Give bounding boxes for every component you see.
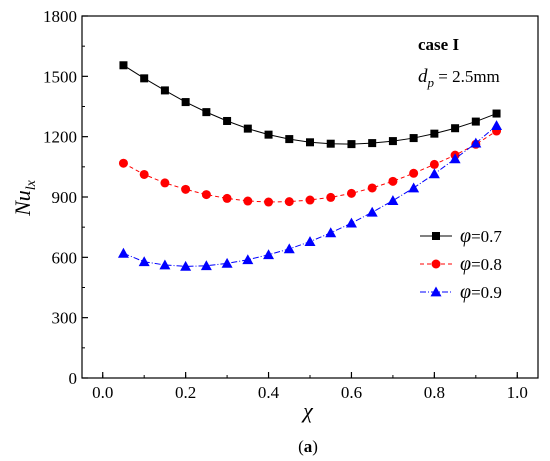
- legend-label: φ=0.7: [460, 225, 502, 247]
- dp-value: = 2.5mm: [434, 67, 500, 86]
- data-point: [366, 206, 378, 217]
- data-point: [284, 197, 294, 207]
- y-tick-label: 600: [52, 248, 78, 267]
- caption-letter: a: [304, 437, 313, 456]
- data-point: [409, 134, 418, 143]
- data-point: [408, 182, 420, 193]
- data-point: [305, 195, 315, 205]
- data-point: [200, 260, 212, 271]
- data-point: [306, 138, 314, 147]
- data-point: [221, 257, 233, 268]
- legend-label: φ=0.8: [460, 253, 502, 275]
- x-tick-label: 0.6: [341, 383, 362, 402]
- legend-label: φ=0.9: [460, 281, 502, 303]
- data-point: [181, 98, 190, 107]
- data-point: [451, 124, 460, 133]
- legend-marker: [431, 259, 441, 269]
- data-point: [430, 129, 439, 138]
- data-point: [492, 109, 501, 118]
- data-point: [139, 169, 149, 179]
- data-point: [201, 190, 211, 200]
- x-tick-label: 0.4: [258, 383, 280, 402]
- data-point: [118, 158, 128, 168]
- x-tick-label: 0.8: [424, 383, 445, 402]
- dp-symbol: d: [418, 66, 428, 87]
- data-point: [346, 188, 356, 198]
- data-point: [345, 217, 357, 228]
- legend-item-1: φ=0.7: [420, 225, 502, 247]
- data-point: [326, 192, 336, 202]
- data-point: [388, 176, 398, 186]
- y-axis-title-main: Nu: [10, 190, 35, 217]
- y-axis-title: Nulx: [10, 179, 39, 217]
- x-tick-label: 0.2: [175, 383, 196, 402]
- data-point: [367, 183, 377, 193]
- data-point: [243, 124, 252, 133]
- data-point: [285, 135, 294, 144]
- data-point: [223, 116, 232, 125]
- legend-marker: [432, 232, 440, 240]
- data-point: [180, 260, 192, 271]
- data-point: [264, 197, 274, 207]
- data-point: [326, 139, 335, 148]
- data-point: [160, 178, 170, 188]
- y-axis-title-subscript: lx: [24, 179, 39, 190]
- data-point: [368, 139, 377, 148]
- data-point: [160, 86, 169, 95]
- data-point: [202, 108, 211, 117]
- data-point: [181, 184, 191, 194]
- legend-item-3: φ=0.9: [420, 281, 502, 303]
- x-tick-label: 1.0: [507, 383, 528, 402]
- data-point: [429, 159, 439, 169]
- data-point: [428, 168, 440, 179]
- data-point: [449, 153, 461, 164]
- y-tick-label: 1200: [43, 128, 77, 147]
- svg-text:Nulx: Nulx: [10, 179, 39, 217]
- y-tick-label: 300: [52, 309, 78, 328]
- axis-ticks: 0.0 0.2 0.4 0.6 0.8 1.0 0 300 600 900 1200 1500 1800: [43, 7, 528, 402]
- x-axis-title: χ: [301, 398, 314, 423]
- data-point: [140, 74, 149, 83]
- annotation-particle-diameter: dp = 2.5mm: [418, 66, 500, 90]
- y-tick-label: 1800: [43, 7, 77, 26]
- data-point: [159, 259, 171, 270]
- data-point: [242, 254, 254, 265]
- series-3: [117, 120, 503, 271]
- data-point: [388, 137, 397, 146]
- data-point: [387, 195, 399, 206]
- caption-open: (: [298, 437, 304, 456]
- data-point: [304, 236, 316, 247]
- data-point: [119, 61, 128, 70]
- data-point: [222, 193, 232, 203]
- data-point: [347, 140, 356, 149]
- legend-item-2: φ=0.8: [420, 253, 502, 275]
- annotation-case: case I: [418, 35, 459, 54]
- x-tick-label: 0.0: [92, 383, 113, 402]
- caption-close: ): [312, 437, 318, 456]
- series-group: [117, 61, 503, 271]
- y-tick-label: 1500: [43, 67, 77, 86]
- series-1: [119, 61, 501, 149]
- data-point: [491, 120, 503, 131]
- figure-caption: (a): [298, 437, 318, 456]
- legend-marker: [430, 286, 442, 297]
- legend: φ=0.7 φ=0.8 φ=0.9: [420, 225, 502, 303]
- data-point: [470, 137, 482, 148]
- data-point: [409, 168, 419, 178]
- data-point: [471, 117, 480, 126]
- data-point: [283, 243, 295, 254]
- data-point: [138, 256, 150, 267]
- dp-subscript: p: [427, 75, 435, 90]
- data-point: [243, 196, 253, 206]
- y-tick-label: 0: [69, 369, 78, 388]
- y-tick-label: 900: [52, 188, 78, 207]
- data-point: [263, 249, 275, 260]
- data-point: [264, 130, 273, 139]
- data-point: [325, 227, 337, 238]
- data-point: [117, 247, 129, 258]
